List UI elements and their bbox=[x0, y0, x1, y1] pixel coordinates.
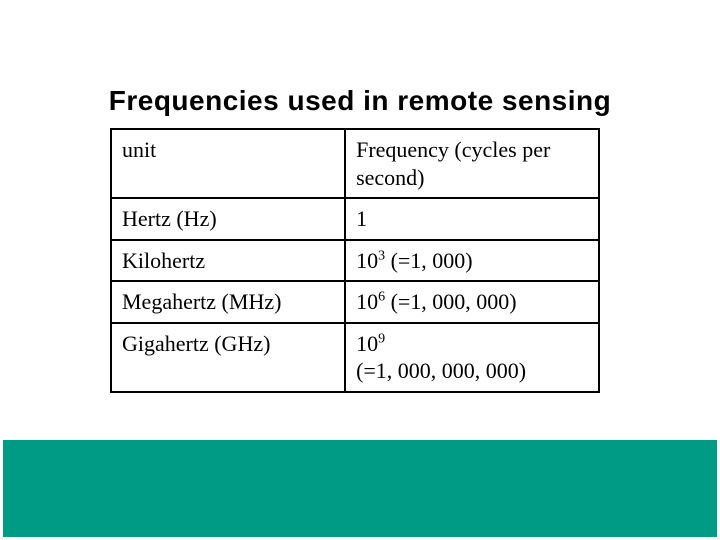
table-row: Megahertz (MHz) 106 (=1, 000, 000) bbox=[111, 281, 599, 323]
freq-suffix: (=1, 000, 000) bbox=[385, 289, 517, 314]
table-row: Gigahertz (GHz) 109 (=1, 000, 000, 000) bbox=[111, 323, 599, 392]
page-title: Frequencies used in remote sensing bbox=[0, 85, 720, 117]
bottom-band bbox=[3, 440, 717, 537]
table-row: Hertz (Hz) 1 bbox=[111, 198, 599, 240]
cell-unit: Megahertz (MHz) bbox=[111, 281, 345, 323]
freq-base: 1 bbox=[356, 206, 367, 231]
table-row: Kilohertz 103 (=1, 000) bbox=[111, 240, 599, 282]
freq-suffix: (=1, 000) bbox=[385, 248, 473, 273]
col-header-frequency: Frequency (cycles per second) bbox=[345, 129, 599, 198]
freq-base: 10 bbox=[356, 289, 378, 314]
freq-suffix: (=1, 000, 000, 000) bbox=[356, 358, 526, 383]
freq-base: 10 bbox=[356, 331, 378, 356]
cell-frequency: 106 (=1, 000, 000) bbox=[345, 281, 599, 323]
col-header-unit: unit bbox=[111, 129, 345, 198]
cell-unit: Hertz (Hz) bbox=[111, 198, 345, 240]
cell-unit: Gigahertz (GHz) bbox=[111, 323, 345, 392]
freq-base: 10 bbox=[356, 248, 378, 273]
cell-frequency: 109 (=1, 000, 000, 000) bbox=[345, 323, 599, 392]
cell-frequency: 1 bbox=[345, 198, 599, 240]
cell-frequency: 103 (=1, 000) bbox=[345, 240, 599, 282]
frequency-table: unit Frequency (cycles per second) Hertz… bbox=[110, 128, 600, 393]
freq-exp: 9 bbox=[378, 331, 385, 346]
cell-unit: Kilohertz bbox=[111, 240, 345, 282]
table-header-row: unit Frequency (cycles per second) bbox=[111, 129, 599, 198]
